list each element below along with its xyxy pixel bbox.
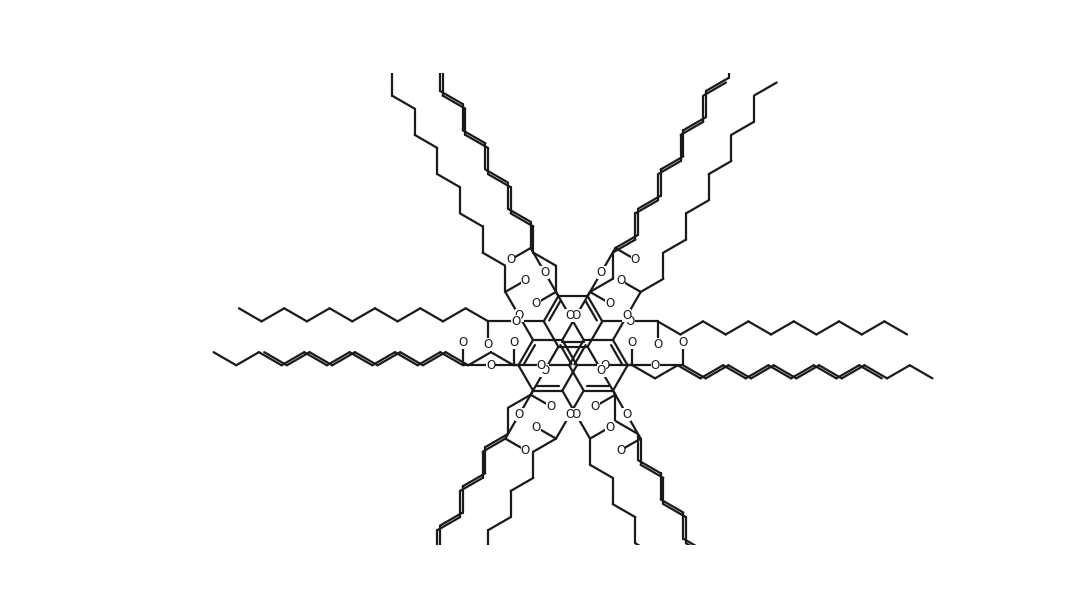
Text: O: O [565, 408, 575, 421]
Text: O: O [622, 408, 632, 421]
Text: O: O [631, 253, 639, 266]
Text: O: O [565, 310, 575, 323]
Text: O: O [520, 444, 530, 457]
Text: O: O [531, 420, 541, 433]
Text: O: O [515, 310, 524, 323]
Text: O: O [546, 400, 555, 412]
Text: O: O [606, 420, 615, 433]
Text: O: O [540, 364, 550, 377]
Text: O: O [628, 335, 637, 349]
Text: O: O [571, 408, 581, 421]
Text: O: O [616, 274, 625, 287]
Text: O: O [597, 364, 606, 377]
Text: O: O [512, 315, 520, 328]
Text: O: O [531, 297, 541, 310]
Text: O: O [509, 335, 518, 349]
Text: O: O [678, 335, 688, 349]
Text: O: O [506, 253, 515, 266]
Text: O: O [606, 297, 615, 310]
Text: O: O [520, 274, 530, 287]
Text: O: O [459, 335, 467, 349]
Text: O: O [625, 315, 635, 328]
Text: O: O [484, 338, 493, 351]
Text: O: O [515, 408, 524, 421]
Text: O: O [597, 266, 606, 278]
Text: O: O [622, 310, 632, 323]
Text: O: O [654, 338, 662, 351]
Text: O: O [540, 266, 550, 278]
Text: O: O [571, 310, 581, 323]
Text: O: O [616, 444, 625, 457]
Text: O: O [601, 359, 609, 371]
Text: O: O [537, 359, 546, 371]
Text: O: O [591, 400, 601, 412]
Text: O: O [650, 359, 660, 371]
Text: O: O [486, 359, 496, 371]
